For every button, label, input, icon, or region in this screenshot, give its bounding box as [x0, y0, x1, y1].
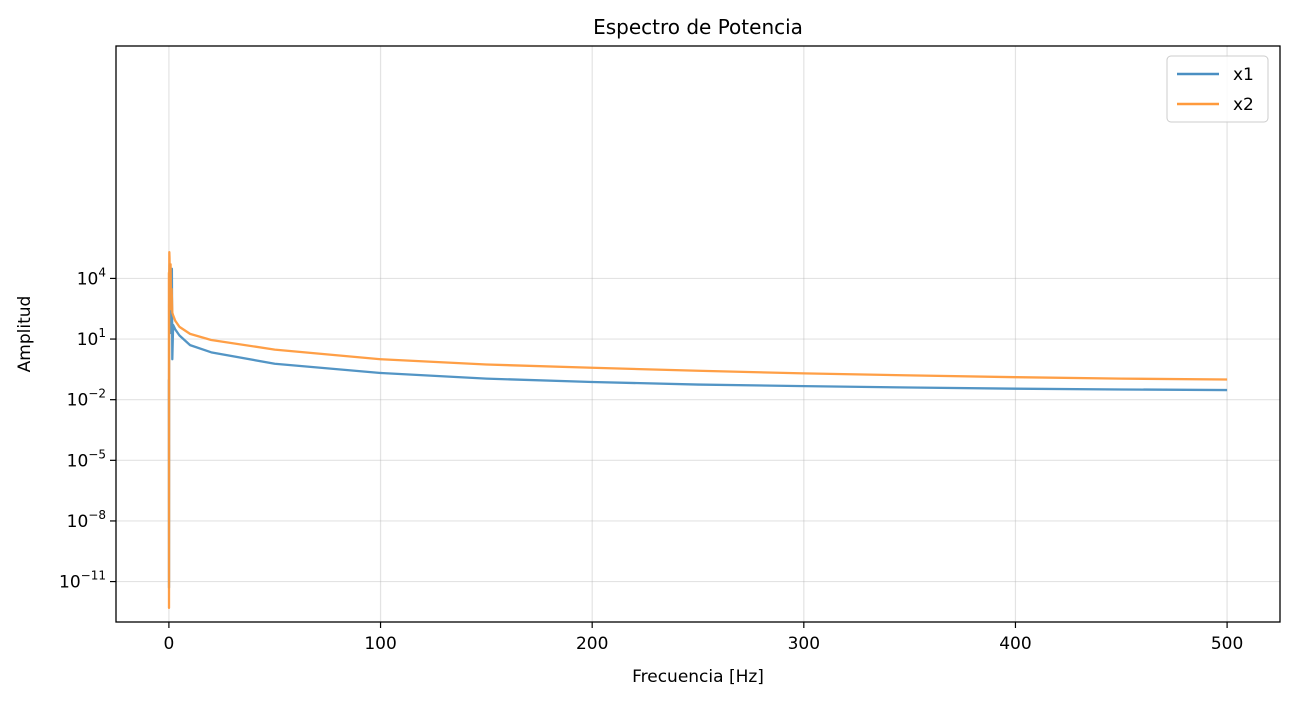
chart-title: Espectro de Potencia: [593, 15, 803, 39]
plot-series: [167, 250, 1228, 610]
y-tick-label: 10−2: [67, 387, 106, 411]
y-tick-base: 10: [77, 330, 99, 350]
y-tick-exponent: −2: [88, 387, 106, 401]
y-tick-base: 10: [59, 573, 81, 593]
x-tick-label: 0: [163, 634, 174, 654]
x-tick-label: 500: [1211, 634, 1243, 654]
grid-lines: [116, 46, 1280, 622]
x-axis-ticks: 0 100 200 300 400 500: [163, 622, 1243, 654]
y-axis-label: Amplitud: [15, 296, 35, 373]
plot-frame: [115, 45, 1281, 623]
y-tick-exponent: 4: [98, 265, 106, 279]
y-tick-exponent: 1: [98, 326, 106, 340]
y-tick-label: 10−5: [67, 447, 106, 471]
series-line-x2: [167, 250, 1228, 610]
legend-box: [1166, 55, 1269, 123]
x-tick-label: 100: [364, 634, 396, 654]
y-tick-exponent: −11: [81, 569, 106, 583]
x-tick-label: 400: [999, 634, 1031, 654]
x-tick-label: 300: [788, 634, 820, 654]
y-tick-exponent: −8: [88, 508, 106, 522]
y-tick-label: 10−8: [67, 508, 106, 532]
legend: x1 x2: [1166, 55, 1269, 123]
legend-label-x1: x1: [1233, 65, 1254, 85]
y-tick-base: 10: [67, 391, 89, 411]
y-tick-label: 10−11: [59, 569, 106, 593]
y-tick-label: 104: [77, 265, 106, 289]
legend-label-x2: x2: [1233, 95, 1254, 115]
x-axis-label: Frecuencia [Hz]: [632, 667, 764, 687]
y-tick-base: 10: [67, 512, 89, 532]
y-tick-base: 10: [67, 451, 89, 471]
y-tick-base: 10: [77, 269, 99, 289]
y-tick-exponent: −5: [88, 447, 106, 461]
y-tick-label: 101: [77, 326, 106, 350]
x-tick-label: 200: [576, 634, 608, 654]
